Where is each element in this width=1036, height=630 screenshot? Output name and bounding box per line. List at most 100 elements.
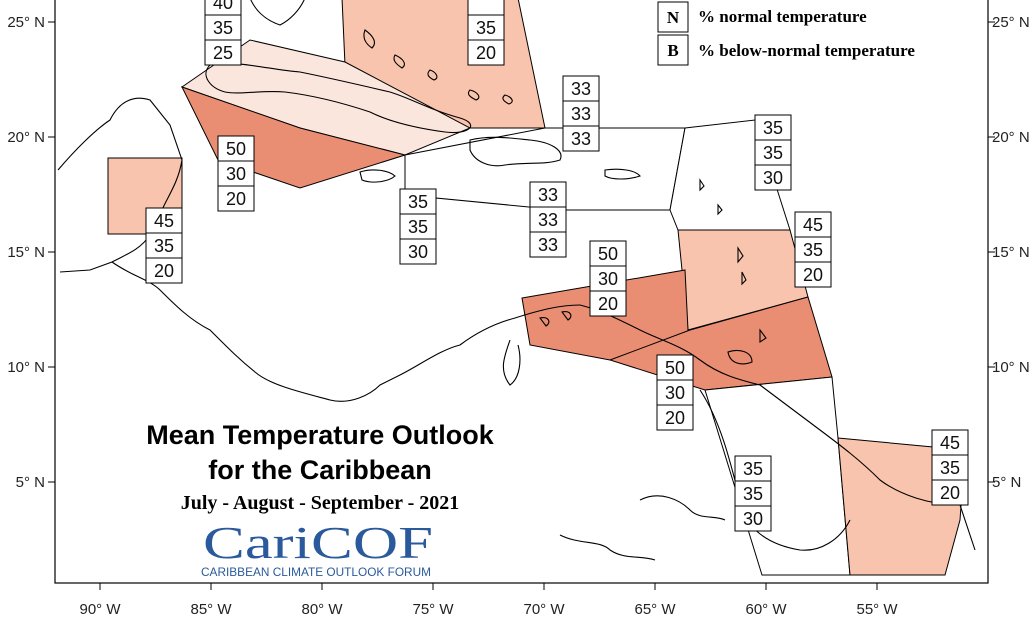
lat-tick-label-left: 20° N xyxy=(7,129,45,146)
forecast-cell xyxy=(145,257,183,284)
forecast-cell xyxy=(656,404,694,431)
forecast-value: 25 xyxy=(213,43,233,63)
forecast-cell xyxy=(734,505,772,532)
lat-tick-label-right: 15° N xyxy=(992,244,1030,261)
forecast-value: 35 xyxy=(408,192,428,212)
forecast-box-bahamas-nw: 40 35 25 xyxy=(204,0,242,66)
forecast-box-turks-caicos: 33 33 33 xyxy=(562,75,600,152)
forecast-cell xyxy=(399,213,437,240)
forecast-cell xyxy=(589,240,627,267)
lon-tick-label: 70° W xyxy=(523,601,565,618)
lon-tick-label: 65° W xyxy=(634,601,676,618)
forecast-value: 30 xyxy=(598,269,618,289)
lat-tick-label-right: 5° N xyxy=(992,474,1021,491)
forecast-cell xyxy=(399,188,437,215)
forecast-value: 20 xyxy=(476,43,496,63)
legend-key-b: B xyxy=(667,41,678,60)
forecast-value: 33 xyxy=(571,104,591,124)
forecast-value: 35 xyxy=(408,217,428,237)
forecast-cell xyxy=(467,14,505,41)
caricof-logo: CariCOF CARIBBEAN CLIMATE OUTLOOK FORUM xyxy=(201,517,433,579)
forecast-cell xyxy=(754,164,792,191)
forecast-cell xyxy=(794,261,832,288)
forecast-cell xyxy=(217,185,255,212)
forecast-box-trinidad: 50 30 20 xyxy=(656,354,694,431)
forecast-value: 35 xyxy=(213,18,233,38)
forecast-value: 33 xyxy=(538,235,558,255)
forecast-cell xyxy=(794,211,832,238)
forecast-period: July - August - September - 2021 xyxy=(181,492,460,514)
forecast-box-cayman: 50 30 20 xyxy=(217,135,255,212)
legend-label-n: % normal temperature xyxy=(698,7,867,26)
forecast-value: 35 xyxy=(154,236,174,256)
forecast-cell xyxy=(217,135,255,162)
forecast-value: 30 xyxy=(743,509,763,529)
forecast-value: 40 xyxy=(213,0,233,13)
longitude-axis: 90° W 85° W 80° W 75° W 70° W 65° W 60° W 55° W xyxy=(79,583,898,618)
forecast-value: 33 xyxy=(571,79,591,99)
legend: N % normal temperature B % below-normal … xyxy=(657,1,915,66)
forecast-value: 30 xyxy=(226,164,246,184)
forecast-box-belize: 45 35 20 xyxy=(145,207,183,284)
logo-tagline: CARIBBEAN CLIMATE OUTLOOK FORUM xyxy=(201,565,431,579)
map-title-line2: for the Caribbean xyxy=(208,455,432,485)
forecast-value: 33 xyxy=(538,185,558,205)
forecast-cell xyxy=(656,354,694,381)
forecast-value: 20 xyxy=(154,261,174,281)
forecast-cell xyxy=(754,139,792,166)
forecast-value: 33 xyxy=(538,210,558,230)
forecast-value: 45 xyxy=(803,215,823,235)
lat-tick-label-left: 15° N xyxy=(7,244,45,261)
forecast-value: 45 xyxy=(154,211,174,231)
forecast-cell xyxy=(529,181,567,208)
forecast-cell xyxy=(562,100,600,127)
logo-wordmark: CariCOF xyxy=(203,517,433,568)
lon-tick-label: 75° W xyxy=(412,601,454,618)
forecast-boxes: 4035253520333333503020453520353530333333… xyxy=(145,0,969,532)
forecast-value: 35 xyxy=(763,118,783,138)
forecast-value: 35 xyxy=(743,459,763,479)
forecast-cell xyxy=(204,39,242,66)
forecast-value: 30 xyxy=(763,168,783,188)
legend-key-box-n xyxy=(657,1,689,33)
forecast-value: 45 xyxy=(940,433,960,453)
lat-tick-label-left: 5° N xyxy=(16,474,45,491)
forecast-value: 30 xyxy=(408,242,428,262)
forecast-cell xyxy=(467,0,505,16)
forecast-box-jamaica: 35 35 30 xyxy=(399,188,437,265)
lat-tick-label-right: 10° N xyxy=(992,359,1030,376)
lat-tick-label-left: 25° N xyxy=(7,14,45,31)
forecast-cell xyxy=(562,125,600,152)
forecast-value: 35 xyxy=(940,458,960,478)
lon-tick-label: 80° W xyxy=(301,601,343,618)
forecast-value: 20 xyxy=(665,408,685,428)
forecast-box-leewards-north: 35 35 30 xyxy=(754,114,792,191)
lat-tick-label-left: 10° N xyxy=(7,359,45,376)
legend-key-box-b xyxy=(657,34,689,66)
lat-tick-label-right: 25° N xyxy=(992,14,1030,31)
forecast-value: 20 xyxy=(226,189,246,209)
forecast-cell xyxy=(145,232,183,259)
lon-tick-label: 60° W xyxy=(745,601,787,618)
lat-tick-label-right: 20° N xyxy=(992,129,1030,146)
forecast-box-guyana: 35 35 30 xyxy=(734,455,772,532)
forecast-value: 50 xyxy=(226,139,246,159)
forecast-cell xyxy=(589,265,627,292)
forecast-value: 20 xyxy=(598,294,618,314)
forecast-value: 20 xyxy=(803,265,823,285)
forecast-value: 20 xyxy=(940,483,960,503)
forecast-value: 35 xyxy=(803,240,823,260)
forecast-value: 35 xyxy=(763,143,783,163)
forecast-box-suriname: 45 35 20 xyxy=(931,429,969,506)
forecast-cell xyxy=(217,160,255,187)
latitude-axis: 25° N 25° N 20° N 20° N 15° N 15° N 10° N 10° N… xyxy=(7,14,1029,491)
forecast-value: 30 xyxy=(665,383,685,403)
legend-label-b: % below-normal temperature xyxy=(698,41,915,60)
forecast-cell xyxy=(145,207,183,234)
forecast-cell xyxy=(931,479,969,506)
lon-tick-label: 85° W xyxy=(190,601,232,618)
lon-tick-label: 55° W xyxy=(856,601,898,618)
lon-tick-label: 90° W xyxy=(79,601,121,618)
forecast-cell xyxy=(589,290,627,317)
